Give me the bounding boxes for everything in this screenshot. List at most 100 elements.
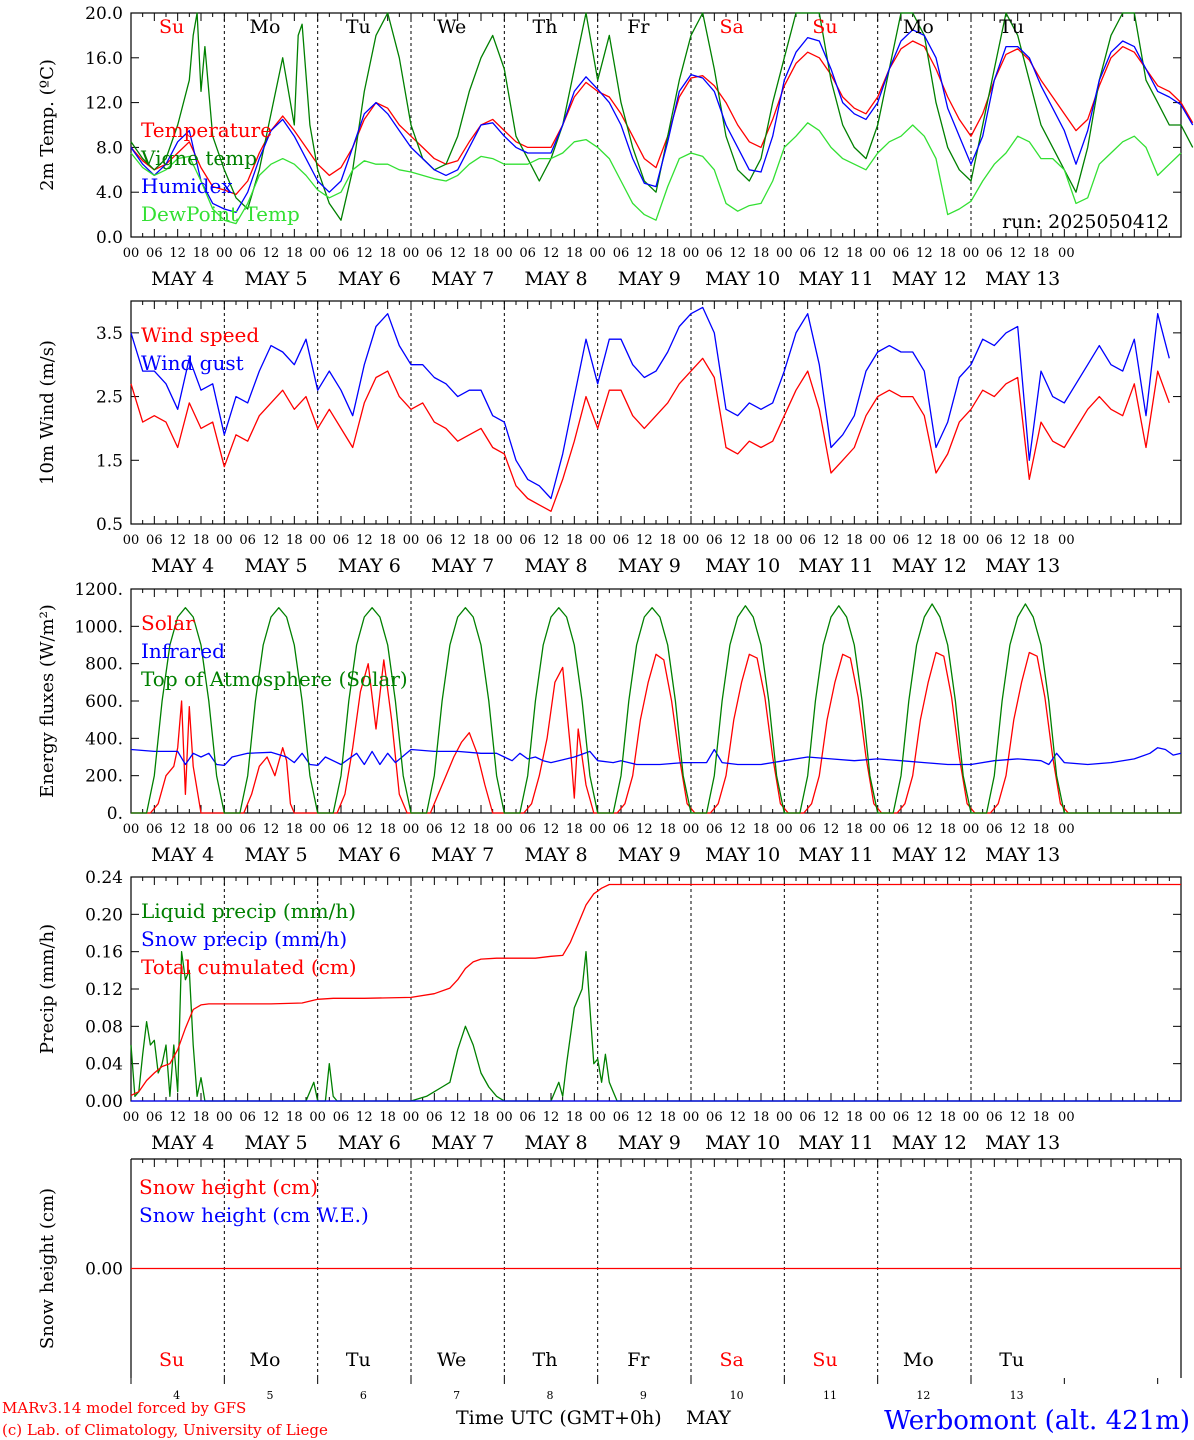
panel-energy: 00 06 12 18 00 06 12 18 00 06 12 18 00 06 12 18 00 06 12 18… bbox=[37, 580, 1182, 866]
x-date-label: MAY 5 bbox=[244, 268, 307, 290]
series-line-dewpoint-temp bbox=[130, 122, 1182, 225]
x-hour-tick-label: 12 bbox=[263, 822, 280, 837]
x-hour-tick-label: 18 bbox=[566, 533, 583, 548]
bottom-day-number: 11 bbox=[823, 1389, 837, 1402]
x-hour-tick-label: 12 bbox=[1009, 533, 1026, 548]
y-tick-label: 1.5 bbox=[96, 451, 123, 471]
x-date-label: MAY 4 bbox=[151, 555, 214, 577]
plot-frame bbox=[130, 300, 1182, 525]
x-date-label: MAY 5 bbox=[244, 844, 307, 866]
x-hour-tick-label: 12 bbox=[169, 246, 186, 261]
x-hour-tick-label: 12 bbox=[729, 246, 746, 261]
x-hour-tick-label: 06 bbox=[986, 1110, 1003, 1125]
x-date-label: MAY 7 bbox=[431, 555, 494, 577]
x-date-label: MAY 6 bbox=[338, 844, 401, 866]
legend-entry: Solar bbox=[141, 611, 195, 635]
series-line-wind-speed bbox=[130, 357, 1170, 512]
x-hour-tick-label: 18 bbox=[939, 533, 956, 548]
x-hour-tick-label: 12 bbox=[636, 533, 653, 548]
x-hour-tick-label: 06 bbox=[613, 246, 630, 261]
y-tick-label: 400. bbox=[85, 729, 123, 749]
x-hour-tick-label: 12 bbox=[636, 822, 653, 837]
model-credit-line: MARv3.14 model forced by GFS bbox=[2, 1399, 246, 1417]
lab-credit-line: (c) Lab. of Climatology, University of L… bbox=[2, 1421, 328, 1439]
x-date-label: MAY 11 bbox=[798, 1132, 873, 1154]
panel-wind: 00 06 12 18 00 06 12 18 00 06 12 18 00 06 12 18 00 06 12 18… bbox=[37, 300, 1182, 577]
y-tick-label: 0.00 bbox=[85, 1092, 123, 1112]
x-date-label: MAY 12 bbox=[892, 555, 967, 577]
y-axis-label: Snow height (cm) bbox=[37, 1188, 58, 1349]
x-hour-tick-label: 06 bbox=[239, 822, 256, 837]
x-hour-tick-label: 00 bbox=[123, 246, 140, 261]
x-hour-tick-label: 12 bbox=[449, 822, 466, 837]
y-tick-label: 0.00 bbox=[85, 1260, 123, 1280]
bottom-day-number: 5 bbox=[267, 1389, 274, 1402]
x-hour-tick-label: 00 bbox=[496, 533, 513, 548]
x-date-label: MAY 12 bbox=[892, 844, 967, 866]
x-hour-tick-label: 18 bbox=[939, 1110, 956, 1125]
x-hour-tick-label: 12 bbox=[169, 1110, 186, 1125]
x-hour-tick-label: 06 bbox=[519, 533, 536, 548]
x-date-label: MAY 13 bbox=[985, 555, 1060, 577]
x-hour-tick-label: 12 bbox=[449, 1110, 466, 1125]
y-tick-label: 800. bbox=[85, 655, 123, 675]
y-tick-label: 1000. bbox=[74, 617, 123, 637]
x-hour-tick-label: 12 bbox=[823, 533, 840, 548]
legend-entry: Snow height (cm W.E.) bbox=[139, 1203, 369, 1227]
x-hour-tick-label: 06 bbox=[426, 246, 443, 261]
x-hour-tick-label: 00 bbox=[589, 533, 606, 548]
x-date-label: MAY 4 bbox=[151, 844, 214, 866]
y-axis-label: 2m Temp. (ºC) bbox=[37, 59, 58, 191]
x-hour-tick-label: 18 bbox=[659, 1110, 676, 1125]
x-date-label: MAY 9 bbox=[618, 555, 681, 577]
x-date-label: MAY 6 bbox=[338, 268, 401, 290]
x-hour-tick-label: 06 bbox=[986, 246, 1003, 261]
x-hour-tick-label: 12 bbox=[916, 1110, 933, 1125]
x-date-label: MAY 4 bbox=[151, 268, 214, 290]
day-name-bottom: Su bbox=[159, 1349, 184, 1371]
x-hour-tick-label: 12 bbox=[543, 822, 560, 837]
x-hour-tick-label: 00 bbox=[869, 822, 886, 837]
x-hour-tick-label: 18 bbox=[473, 822, 490, 837]
series-line-solar bbox=[131, 651, 1181, 814]
x-hour-tick-label: 00 bbox=[589, 1110, 606, 1125]
x-hour-tick-label: 12 bbox=[823, 822, 840, 837]
x-hour-tick-label: 18 bbox=[1033, 246, 1050, 261]
x-hour-tick-label: 06 bbox=[426, 1110, 443, 1125]
x-hour-tick-label: 18 bbox=[846, 1110, 863, 1125]
x-hour-tick-label: 00 bbox=[309, 1110, 326, 1125]
x-hour-tick-label: 12 bbox=[823, 1110, 840, 1125]
x-hour-tick-label: 00 bbox=[123, 822, 140, 837]
panel-precip: 00 06 12 18 00 06 12 18 00 06 12 18 00 06 12 18 00 06 12 18… bbox=[37, 868, 1182, 1154]
x-hour-tick-label: 00 bbox=[963, 822, 980, 837]
x-date-label: MAY 12 bbox=[892, 1132, 967, 1154]
x-hour-tick-label: 06 bbox=[893, 533, 910, 548]
x-hour-tick-label: 12 bbox=[356, 246, 373, 261]
run-annotation: run: 2025050412 bbox=[1002, 211, 1169, 233]
x-date-label: MAY 6 bbox=[338, 1132, 401, 1154]
y-axis-label: 10m Wind (m/s) bbox=[37, 340, 58, 485]
x-date-label: MAY 11 bbox=[798, 268, 873, 290]
x-hour-tick-label: 00 bbox=[869, 1110, 886, 1125]
x-hour-tick-label: 18 bbox=[193, 533, 210, 548]
x-hour-tick-label: 18 bbox=[566, 1110, 583, 1125]
x-hour-tick-label: 12 bbox=[263, 1110, 280, 1125]
x-hour-tick-label: 12 bbox=[636, 1110, 653, 1125]
x-hour-tick-label: 00 bbox=[776, 533, 793, 548]
x-hour-tick-label: 00 bbox=[869, 533, 886, 548]
x-hour-tick-label: 00 bbox=[309, 822, 326, 837]
day-name-top: Mo bbox=[250, 16, 281, 38]
x-hour-tick-label: 00 bbox=[403, 1110, 420, 1125]
x-hour-tick-label: 06 bbox=[426, 533, 443, 548]
x-hour-tick-label: 06 bbox=[333, 246, 350, 261]
y-tick-label: 0.12 bbox=[85, 980, 123, 1000]
x-date-label: MAY 8 bbox=[524, 555, 587, 577]
x-hour-tick-label: 06 bbox=[613, 533, 630, 548]
bottom-day-number: 10 bbox=[730, 1389, 744, 1402]
x-date-label: MAY 9 bbox=[618, 844, 681, 866]
legend-entry: Top of Atmosphere (Solar) bbox=[141, 667, 408, 691]
y-tick-label: 600. bbox=[85, 692, 123, 712]
x-hour-tick-label: 06 bbox=[519, 1110, 536, 1125]
series-line-temperature bbox=[130, 40, 1194, 196]
x-hour-tick-label: 06 bbox=[146, 822, 163, 837]
